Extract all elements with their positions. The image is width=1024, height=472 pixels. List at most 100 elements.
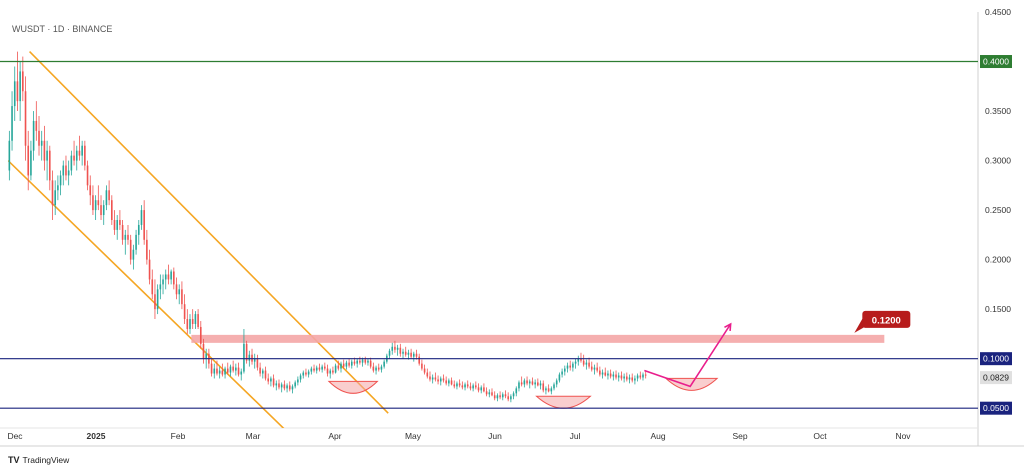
candle-body	[229, 366, 232, 373]
candle-body	[456, 383, 458, 387]
candle-body	[113, 220, 116, 230]
candle-body	[407, 352, 410, 355]
y-tick-label: 0.4500	[985, 7, 1011, 17]
candle-body	[288, 385, 291, 390]
candle-body	[19, 71, 21, 102]
candle-body	[340, 363, 342, 369]
candle-body	[466, 384, 469, 387]
candle-body	[577, 358, 580, 362]
candle-body	[542, 383, 545, 391]
candle-body	[566, 365, 569, 369]
candle-body	[151, 279, 154, 295]
candle-body	[240, 371, 243, 375]
x-tick-label: Nov	[895, 431, 911, 441]
candle-body	[585, 362, 588, 365]
candle-body	[148, 259, 151, 280]
channel-lower-line	[8, 159, 285, 428]
candle-body	[507, 396, 509, 400]
x-tick-label: Jul	[570, 431, 581, 441]
candle-body	[224, 368, 226, 375]
candle-body	[396, 347, 399, 350]
candle-body	[599, 370, 601, 375]
candle-body	[537, 382, 539, 386]
candle-body	[617, 375, 620, 378]
candle-body	[345, 362, 348, 367]
candle-body	[315, 367, 318, 371]
candle-body	[116, 220, 119, 230]
candle-body	[256, 358, 259, 368]
tradingview-attribution[interactable]: TV TradingView	[8, 455, 69, 465]
candle-body	[388, 350, 391, 356]
candles	[8, 51, 647, 403]
candle-body	[127, 234, 129, 240]
candle-body	[119, 220, 121, 225]
level-badge-text: 0.4000	[983, 57, 1009, 67]
candle-body	[267, 378, 270, 382]
candle-body	[426, 372, 429, 377]
candle-body	[143, 210, 145, 240]
projection-arrow	[644, 323, 732, 388]
candle-body	[43, 140, 46, 161]
channel-upper-line	[29, 51, 389, 414]
candle-body	[596, 367, 598, 371]
candle-body	[496, 395, 499, 399]
candle-body	[615, 374, 617, 378]
candle-body	[175, 284, 178, 295]
y-tick-label: 0.3000	[985, 156, 1011, 166]
candle-body	[205, 353, 207, 359]
candle-body	[108, 190, 110, 201]
candle-body	[518, 382, 520, 389]
candle-body	[504, 394, 507, 397]
candle-body	[609, 373, 612, 377]
candle-body	[510, 396, 512, 400]
candle-body	[270, 378, 272, 382]
candle-body	[469, 386, 472, 389]
candle-body	[350, 361, 353, 366]
candle-body	[528, 381, 531, 384]
x-tick-label: Mar	[246, 431, 261, 441]
candle-body	[332, 370, 334, 373]
candle-body	[458, 383, 461, 386]
candle-body	[46, 150, 48, 161]
candle-body	[92, 195, 94, 211]
candle-body	[8, 140, 11, 171]
candle-body	[97, 200, 100, 206]
candle-body	[342, 363, 345, 367]
candle-body	[129, 239, 132, 260]
candle-body	[27, 145, 30, 176]
candle-body	[563, 368, 566, 372]
candle-body	[302, 372, 305, 376]
candle-body	[364, 359, 367, 363]
candle-body	[278, 383, 280, 388]
candle-body	[515, 388, 518, 394]
y-tick-label: 0.2500	[985, 205, 1011, 215]
x-tick-label: Aug	[650, 431, 665, 441]
candle-body	[410, 352, 412, 357]
candle-body	[483, 387, 485, 392]
candle-body	[73, 155, 75, 161]
candle-body	[404, 351, 407, 355]
candle-body	[601, 372, 604, 375]
resistance-zone	[191, 334, 885, 343]
candle-body	[84, 145, 86, 166]
candle-body	[628, 377, 631, 380]
candle-body	[477, 387, 480, 391]
candle-body	[70, 155, 73, 171]
candle-body	[545, 388, 547, 391]
rounded-bottom-2	[535, 395, 592, 409]
candle-body	[286, 385, 288, 389]
candle-body	[243, 343, 245, 372]
candle-body	[137, 224, 140, 235]
candle-body	[235, 367, 237, 371]
candle-body	[588, 362, 590, 367]
candle-body	[547, 388, 550, 392]
candle-body	[245, 343, 248, 361]
x-tick-label: May	[405, 431, 422, 441]
x-tick-label: Apr	[328, 431, 341, 441]
tradingview-brand-text: TradingView	[22, 455, 70, 465]
candle-body	[329, 370, 332, 374]
candle-body	[264, 370, 267, 379]
candle-body	[399, 347, 402, 354]
last-price-badge	[980, 371, 1012, 385]
